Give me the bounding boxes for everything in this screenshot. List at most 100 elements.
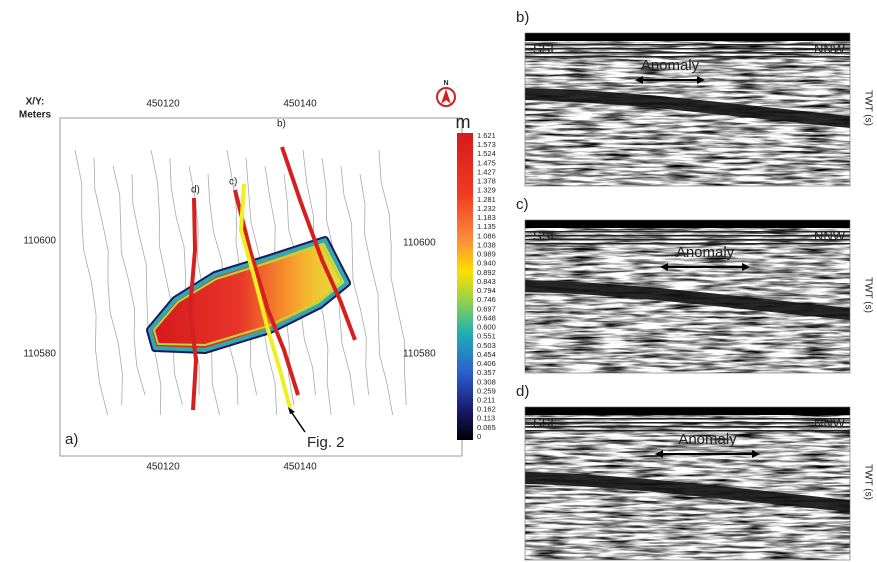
axis-title: TWT (s): [862, 277, 873, 313]
arrowhead: [288, 407, 295, 414]
colorbar-label: 0.940: [477, 259, 496, 268]
coord-label: X/Y:: [26, 97, 45, 108]
colorbar-unit: m: [456, 112, 471, 132]
colorbar-label: 0.892: [477, 268, 496, 277]
survey-line: [378, 149, 407, 406]
seismic-band: [525, 231, 850, 233]
y-tick-label: 110580: [23, 349, 56, 360]
north-label: N: [443, 80, 448, 87]
seismic-band: [525, 243, 850, 245]
callout-arrow: [289, 409, 306, 433]
colorbar-label: 0.454: [477, 350, 496, 359]
colorbar-label: 1.281: [477, 195, 496, 204]
panel-label: b): [516, 9, 529, 26]
colorbar-label: 1.427: [477, 167, 496, 176]
colorbar-label: 0.406: [477, 359, 496, 368]
seismic-band: [525, 422, 850, 424]
colorbar-label: 0.794: [477, 286, 496, 295]
panel-label: d): [516, 383, 529, 400]
seismic-top: [525, 407, 850, 415]
survey-line: [74, 149, 108, 416]
x-tick-label: 450140: [283, 462, 317, 473]
anomaly: [146, 236, 351, 354]
colorbar-label: 1.135: [477, 222, 496, 231]
colorbar-label: 0.162: [477, 405, 496, 414]
direction-label: NNW: [814, 228, 846, 243]
north-arrow: N: [436, 80, 456, 107]
colorbar-label: 1.038: [477, 240, 496, 249]
colorbar-label: 0.746: [477, 295, 496, 304]
colorbar-label: 0.211: [477, 395, 495, 404]
seismic-top: [525, 33, 850, 41]
profile-line: [238, 183, 292, 409]
colorbar-scale: [457, 133, 473, 440]
y-tick-label: 110580: [403, 349, 436, 360]
frame: [524, 219, 851, 374]
colorbar-label: 0.551: [477, 332, 496, 341]
colorbar-label: 0.697: [477, 304, 496, 313]
survey-line: [131, 173, 162, 416]
colorbar-label: 1.475: [477, 158, 496, 167]
profiles: b) SSE NNW Anomaly TWT (s) c) SSE NNW Anomaly TWT…: [516, 9, 873, 561]
colorbar-label: 0.308: [477, 377, 496, 386]
seismic-band: [525, 430, 850, 432]
annotation: Anomaly: [678, 431, 737, 448]
survey-line: [112, 165, 146, 396]
colorbar-label: 1.621: [477, 131, 496, 140]
colorbar-label: 0.113: [477, 414, 495, 423]
survey-line: [359, 173, 394, 416]
seismic-band: [525, 48, 850, 50]
direction-label: NNW: [814, 41, 846, 56]
y-tick-label: 110600: [23, 236, 56, 247]
seismic-top: [525, 220, 850, 228]
colorbar-label: 0.648: [477, 313, 496, 322]
profile-line: [187, 197, 199, 411]
arrowhead: [742, 263, 750, 271]
frame: [524, 406, 851, 561]
axis-title: TWT (s): [862, 464, 873, 500]
arrowhead: [697, 76, 705, 84]
x-tick-label: 450120: [146, 99, 180, 110]
coord-unit: Meters: [19, 110, 52, 121]
colorbar-label: 1.086: [477, 231, 496, 240]
colorbar-label: 1.183: [477, 213, 496, 222]
survey-line: [93, 157, 123, 406]
colorbar-label: 0.503: [477, 341, 496, 350]
colorbar-label: 0: [477, 432, 481, 441]
profile-line: [280, 146, 357, 341]
colorbar-label: 1.378: [477, 177, 496, 186]
colorbar-label: 0.357: [477, 368, 496, 377]
colorbar-label: 0.989: [477, 250, 496, 259]
colorbar-label: 0.065: [477, 423, 496, 432]
colorbar-label: 0.843: [477, 277, 496, 286]
survey-line: [150, 149, 183, 406]
profile-label: b): [277, 119, 286, 130]
direction-label: SSE: [533, 415, 559, 430]
colorbar-label: 0.600: [477, 323, 496, 332]
colorbar-label: 1.524: [477, 149, 496, 158]
arrowhead: [752, 450, 760, 458]
panel-label: a): [65, 431, 78, 448]
reflector: [525, 88, 850, 128]
annotation: Anomaly: [641, 57, 700, 74]
x-tick-label: 450140: [283, 99, 317, 110]
direction-label: SSE: [533, 228, 559, 243]
profile-line: [233, 189, 300, 396]
colorbar-label: 0.259: [477, 386, 496, 395]
map-panel: Fig. 2 a) b) c) d) X/Y: Meters 450120 45…: [19, 80, 463, 473]
profile-label: d): [191, 185, 200, 196]
axis-title: TWT (s): [862, 90, 873, 126]
callout: Fig. 2: [307, 434, 345, 451]
x-tick-label: 450120: [146, 462, 180, 473]
seismic-band: [525, 56, 850, 58]
frame: [524, 32, 851, 187]
colorbar-label: 1.329: [477, 186, 496, 195]
survey-line: [340, 165, 369, 396]
profile-label: c): [229, 177, 237, 188]
direction-label: SSE: [533, 41, 559, 56]
y-tick-label: 110600: [403, 238, 436, 249]
reflector: [525, 280, 850, 320]
arrowhead: [635, 76, 643, 84]
colorbar-label: 1.573: [477, 140, 496, 149]
